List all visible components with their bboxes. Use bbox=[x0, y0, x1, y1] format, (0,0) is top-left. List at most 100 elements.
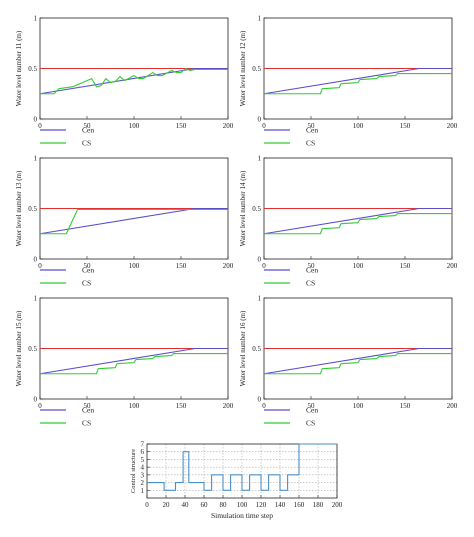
y-axis-label: Water level number 11 (m) bbox=[15, 30, 23, 106]
chart-6: 0 50 100 150 200 0 0.5 1 Water level number 16 (… bbox=[239, 295, 458, 428]
x-tick-label: 0 bbox=[38, 262, 42, 270]
x-tick-label: 200 bbox=[447, 402, 458, 410]
y-axis-label: Water level number 13 (m) bbox=[15, 170, 23, 246]
x-tick-label: 100 bbox=[353, 122, 364, 130]
chart-1: 0 50 100 150 200 0 0.5 1 Water level number 11 (… bbox=[15, 15, 234, 148]
y-tick-label: 1 bbox=[258, 15, 262, 23]
x-tick-label: 100 bbox=[129, 122, 140, 130]
y-tick-label: 1 bbox=[34, 295, 38, 303]
x-tick-label: 80 bbox=[220, 501, 228, 509]
series-cen bbox=[263, 67, 452, 95]
series-line bbox=[147, 443, 337, 491]
series-cs bbox=[264, 213, 452, 235]
y-tick-label: 1 bbox=[258, 155, 262, 163]
x-tick-label: 150 bbox=[400, 262, 411, 270]
y-tick-label: 1 bbox=[258, 295, 262, 303]
series-cs bbox=[40, 352, 228, 375]
x-tick-label: 150 bbox=[176, 402, 187, 410]
x-tick-label: 50 bbox=[84, 122, 92, 130]
y-axis-label: Water level number 15 (m) bbox=[15, 310, 23, 386]
y-tick-label: 0.5 bbox=[28, 65, 37, 73]
x-tick-label: 120 bbox=[256, 501, 267, 509]
y-tick-label: 0 bbox=[258, 396, 262, 404]
x-tick-label: 200 bbox=[447, 262, 458, 270]
y-tick-label: 3 bbox=[141, 471, 145, 479]
legend-label-cen: Cen bbox=[306, 266, 318, 275]
legend-label-cen: Cen bbox=[82, 126, 94, 135]
x-tick-label: 150 bbox=[176, 262, 187, 270]
legend-label-cs: CS bbox=[82, 279, 91, 288]
x-tick-label: 50 bbox=[308, 402, 316, 410]
y-tick-label: 4 bbox=[141, 464, 145, 472]
y-tick-label: 6 bbox=[141, 448, 145, 456]
legend-label-cs: CS bbox=[82, 419, 91, 428]
x-tick-label: 0 bbox=[262, 122, 266, 130]
x-tick-label: 100 bbox=[129, 402, 140, 410]
legend-label-cen: Cen bbox=[82, 266, 94, 275]
x-tick-label: 150 bbox=[400, 122, 411, 130]
series-cen bbox=[39, 347, 228, 375]
series-cs bbox=[264, 352, 452, 375]
x-tick-label: 150 bbox=[400, 402, 411, 410]
y-axis-label: Water level number 12 (m) bbox=[239, 30, 247, 106]
y-tick-label: 1 bbox=[34, 155, 38, 163]
x-tick-label: 0 bbox=[38, 402, 42, 410]
y-tick-label: 0 bbox=[258, 256, 262, 264]
x-tick-label: 0 bbox=[262, 262, 266, 270]
x-tick-label: 50 bbox=[84, 402, 92, 410]
legend-label-cen: Cen bbox=[306, 406, 318, 415]
series-cen bbox=[39, 207, 228, 235]
y-axis-label: Water level number 14 (m) bbox=[239, 170, 247, 246]
y-tick-label: 5 bbox=[141, 456, 145, 464]
x-tick-label: 100 bbox=[353, 402, 364, 410]
series-cen bbox=[263, 347, 452, 375]
legend-label-cs: CS bbox=[306, 419, 315, 428]
series-cs bbox=[264, 73, 452, 95]
legend-label-cs: CS bbox=[306, 139, 315, 148]
chart-5: 0 50 100 150 200 0 0.5 1 Water level number 15 (… bbox=[15, 295, 234, 428]
x-tick-label: 180 bbox=[313, 501, 324, 509]
x-tick-label: 100 bbox=[237, 501, 248, 509]
y-tick-label: 0.5 bbox=[28, 205, 37, 213]
x-tick-label: 0 bbox=[262, 402, 266, 410]
y-axis-label: Control structure bbox=[130, 449, 137, 493]
legend-label-cen: Cen bbox=[306, 126, 318, 135]
legend-label-cs: CS bbox=[82, 139, 91, 148]
x-tick-label: 50 bbox=[308, 262, 316, 270]
y-tick-label: 0.5 bbox=[28, 345, 37, 353]
chart-3: 0 50 100 150 200 0 0.5 1 Water level number 13 (… bbox=[15, 155, 234, 288]
x-tick-label: 200 bbox=[223, 402, 234, 410]
x-tick-label: 100 bbox=[353, 262, 364, 270]
y-tick-label: 0 bbox=[34, 256, 38, 264]
y-tick-label: 0 bbox=[34, 396, 38, 404]
y-tick-label: 0.5 bbox=[252, 65, 261, 73]
x-tick-label: 100 bbox=[129, 262, 140, 270]
x-tick-label: 200 bbox=[332, 501, 343, 509]
series-cen bbox=[39, 67, 228, 95]
y-tick-label: 0.5 bbox=[252, 205, 261, 213]
x-tick-label: 60 bbox=[201, 501, 209, 509]
y-tick-label: 0.5 bbox=[252, 345, 261, 353]
x-tick-label: 40 bbox=[182, 501, 190, 509]
series-cs bbox=[40, 208, 228, 235]
x-tick-label: 50 bbox=[308, 122, 316, 130]
series-cs bbox=[40, 67, 228, 95]
x-tick-label: 160 bbox=[294, 501, 305, 509]
y-tick-label: 0 bbox=[34, 116, 38, 124]
y-axis-label: Water level number 16 (m) bbox=[239, 310, 247, 386]
series-cen bbox=[263, 207, 452, 235]
x-tick-label: 50 bbox=[84, 262, 92, 270]
legend-label-cen: Cen bbox=[82, 406, 94, 415]
y-tick-label: 1 bbox=[34, 15, 38, 23]
x-tick-label: 200 bbox=[447, 122, 458, 130]
y-tick-label: 1 bbox=[141, 487, 145, 495]
legend-label-cs: CS bbox=[306, 279, 315, 288]
y-tick-label: 0 bbox=[258, 116, 262, 124]
x-tick-label: 200 bbox=[223, 262, 234, 270]
x-tick-label: 0 bbox=[38, 122, 42, 130]
x-tick-label: 150 bbox=[176, 122, 187, 130]
chart-2: 0 50 100 150 200 0 0.5 1 Water level number 12 (… bbox=[239, 15, 458, 148]
